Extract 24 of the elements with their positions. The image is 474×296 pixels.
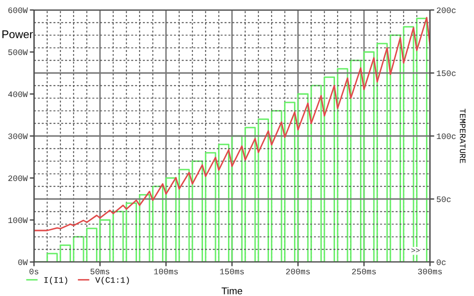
- y2-tick-label: 200c: [436, 7, 456, 14]
- x-tick-label: 0s: [30, 268, 38, 274]
- y-tick-label: 200W: [8, 175, 28, 182]
- y2-axis-title: TEMPERATURE: [460, 108, 466, 164]
- y2-tick-label: 150c: [436, 70, 456, 76]
- y-tick-label: 300W: [8, 133, 28, 140]
- legend-label: I(I1): [44, 276, 68, 284]
- x-tick-label: 200ms: [286, 268, 310, 274]
- y-tick-label: 100W: [8, 217, 28, 224]
- x-tick-label: 150ms: [220, 268, 244, 274]
- y-tick-label: 400W: [8, 91, 28, 98]
- x-tick-label: 300ms: [418, 268, 442, 274]
- x-tick-label: 100ms: [154, 268, 178, 274]
- y-tick-label: 600W: [8, 7, 28, 14]
- x-tick-label: 50ms: [90, 268, 110, 274]
- y2-tick-label: 50c: [436, 196, 451, 202]
- y-tick-label: 0W: [18, 259, 28, 266]
- x-tick-label: 250ms: [352, 268, 376, 274]
- y-tick-label: 500W: [8, 49, 28, 56]
- y2-tick-label: 0c: [436, 259, 446, 266]
- y2-tick-label: 100c: [436, 133, 456, 140]
- x-axis-title: Time: [222, 287, 242, 294]
- y-axis-title: Power: [2, 30, 33, 38]
- legend-label: V(C1:1): [95, 276, 129, 284]
